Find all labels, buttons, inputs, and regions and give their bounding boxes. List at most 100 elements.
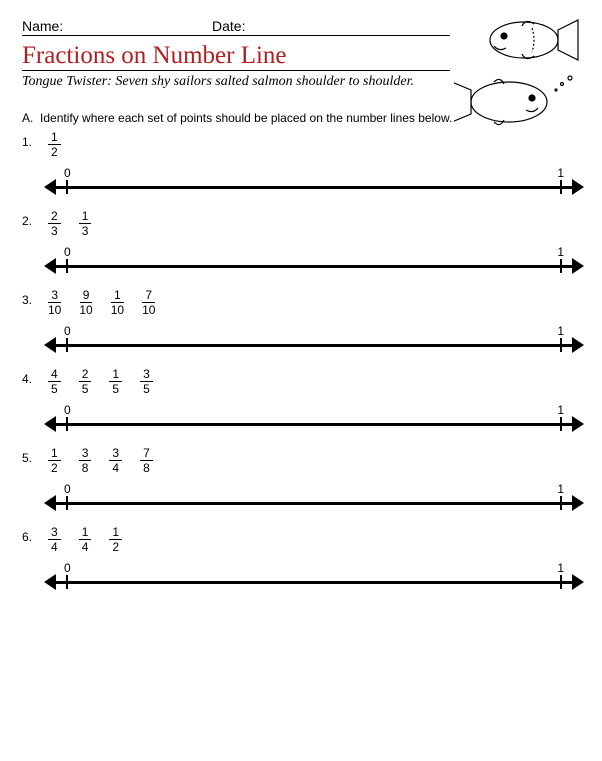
instruction-text: Identify where each set of points should… — [40, 111, 452, 125]
problem: 5.1238347801 — [22, 447, 580, 512]
fraction-denominator: 4 — [82, 540, 89, 553]
nl-tick-end — [560, 417, 562, 431]
fraction-denominator: 2 — [51, 461, 58, 474]
number-line-labels: 01 — [48, 482, 580, 496]
fraction: 12 — [48, 131, 61, 158]
problem: 4.4525153501 — [22, 368, 580, 433]
section-letter: A. — [22, 111, 33, 125]
fraction-denominator: 5 — [51, 382, 58, 395]
arrow-right-icon — [572, 416, 584, 432]
problem-row: 6.341412 — [22, 526, 580, 553]
fraction-denominator: 10 — [142, 303, 155, 316]
fraction-numerator: 1 — [48, 447, 61, 461]
fraction-numerator: 1 — [48, 131, 61, 145]
nl-tick-start — [66, 496, 68, 510]
nl-tick-start — [66, 180, 68, 194]
fraction-denominator: 8 — [143, 461, 150, 474]
problem-number: 1. — [22, 131, 48, 149]
fraction-list: 310910110710 — [48, 289, 155, 316]
arrow-right-icon — [572, 258, 584, 274]
fraction: 38 — [79, 447, 92, 474]
nl-tick-end — [560, 575, 562, 589]
fraction: 45 — [48, 368, 61, 395]
nl-bar — [52, 502, 576, 505]
fraction-numerator: 7 — [140, 447, 153, 461]
number-line-labels: 01 — [48, 324, 580, 338]
fraction-numerator: 3 — [109, 447, 122, 461]
number-line-graphic — [48, 338, 580, 354]
fraction-denominator: 2 — [51, 145, 58, 158]
nl-tick-start — [66, 575, 68, 589]
nl-bar — [52, 344, 576, 347]
nl-end-label: 1 — [557, 561, 564, 575]
page-title: Fractions on Number Line — [22, 42, 450, 71]
number-line: 01 — [48, 403, 580, 433]
fraction: 25 — [79, 368, 92, 395]
nl-bar — [52, 265, 576, 268]
nl-tick-end — [560, 496, 562, 510]
fraction: 12 — [48, 447, 61, 474]
problem: 1.12 01 — [22, 131, 580, 196]
number-line: 01 — [48, 245, 580, 275]
arrow-right-icon — [572, 179, 584, 195]
problems-container: 1.12012.2313013.310910110710014.45251535… — [22, 131, 580, 591]
fraction-denominator: 8 — [82, 461, 89, 474]
fraction-numerator: 3 — [79, 447, 92, 461]
nl-tick-start — [66, 259, 68, 273]
number-line-graphic — [48, 180, 580, 196]
fraction: 15 — [109, 368, 122, 395]
nl-bar — [52, 186, 576, 189]
fraction-denominator: 3 — [51, 224, 58, 237]
fraction-numerator: 2 — [48, 210, 61, 224]
number-line-labels: 01 — [48, 245, 580, 259]
fraction-numerator: 9 — [80, 289, 93, 303]
number-line-labels: 01 — [48, 561, 580, 575]
problem-number: 6. — [22, 526, 48, 544]
nl-start-label: 0 — [64, 482, 71, 496]
fraction-numerator: 7 — [142, 289, 155, 303]
arrow-right-icon — [572, 574, 584, 590]
fraction: 910 — [79, 289, 92, 316]
nl-start-label: 0 — [64, 561, 71, 575]
number-line: 01 — [48, 166, 580, 196]
nl-bar — [52, 581, 576, 584]
nl-tick-start — [66, 338, 68, 352]
fraction-numerator: 3 — [48, 289, 61, 303]
nl-tick-end — [560, 180, 562, 194]
fraction-denominator: 10 — [79, 303, 92, 316]
fraction-numerator: 3 — [48, 526, 61, 540]
problem-number: 4. — [22, 368, 48, 386]
problem-row: 2.2313 — [22, 210, 580, 237]
fraction-denominator: 2 — [112, 540, 119, 553]
nl-tick-end — [560, 259, 562, 273]
fraction: 35 — [140, 368, 153, 395]
fraction: 110 — [111, 289, 124, 316]
number-line-labels: 01 — [48, 403, 580, 417]
fraction-numerator: 1 — [109, 526, 122, 540]
fraction: 310 — [48, 289, 61, 316]
fraction-list: 12383478 — [48, 447, 153, 474]
fraction: 34 — [109, 447, 122, 474]
fraction: 12 — [109, 526, 122, 553]
fraction: 14 — [79, 526, 92, 553]
date-label: Date: — [212, 18, 245, 34]
fraction-denominator: 4 — [51, 540, 58, 553]
problem: 6.34141201 — [22, 526, 580, 591]
problem: 3.31091011071001 — [22, 289, 580, 354]
fraction-denominator: 5 — [112, 382, 119, 395]
number-line-graphic — [48, 575, 580, 591]
problem: 2.2313 01 — [22, 210, 580, 275]
number-line: 01 — [48, 482, 580, 512]
nl-start-label: 0 — [64, 403, 71, 417]
arrow-right-icon — [572, 337, 584, 353]
arrow-right-icon — [572, 495, 584, 511]
fraction-numerator: 1 — [109, 368, 122, 382]
fraction-denominator: 5 — [82, 382, 89, 395]
number-line-graphic — [48, 259, 580, 275]
fraction-numerator: 2 — [79, 368, 92, 382]
fraction-denominator: 10 — [48, 303, 61, 316]
number-line-labels: 01 — [48, 166, 580, 180]
problem-number: 2. — [22, 210, 48, 228]
fraction-list: 12 — [48, 131, 61, 158]
number-line-graphic — [48, 496, 580, 512]
